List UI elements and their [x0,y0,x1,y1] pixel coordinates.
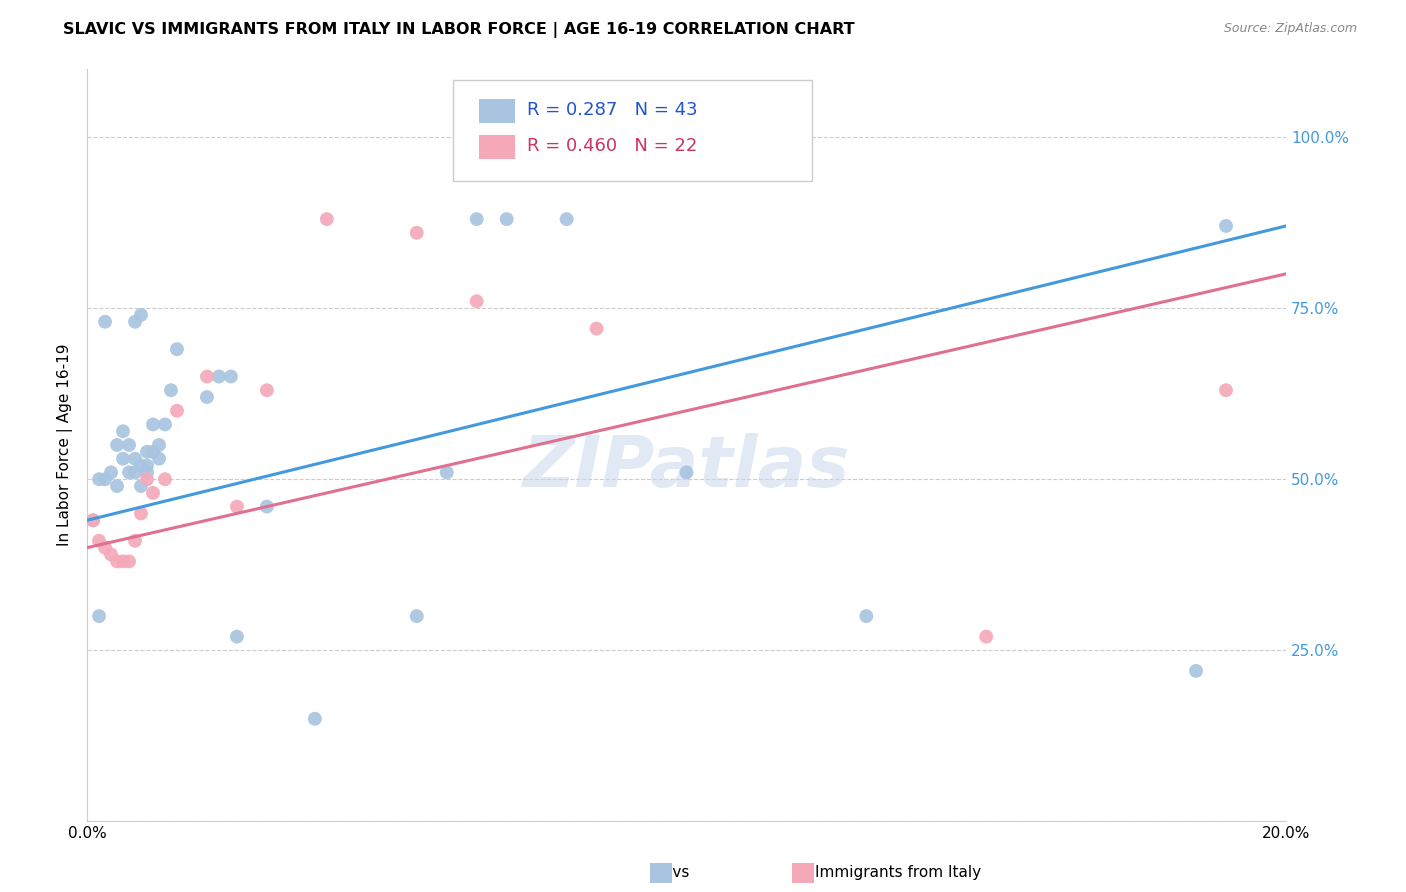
Point [124,533,146,548]
Point [82,513,104,527]
Point [555,212,578,227]
Point [974,630,997,644]
Point [585,321,607,335]
FancyBboxPatch shape [453,79,813,181]
Point [112,451,135,466]
Text: Slavs: Slavs [648,865,689,880]
Point [195,390,218,404]
Point [436,466,458,480]
Text: R = 0.460   N = 22: R = 0.460 N = 22 [527,137,697,155]
Point [112,554,135,568]
Point [124,466,146,480]
Point [136,458,159,473]
Text: R = 0.287   N = 43: R = 0.287 N = 43 [527,101,697,119]
Point [1215,219,1237,233]
Point [153,417,176,432]
Point [129,479,152,493]
Point [160,383,183,397]
FancyBboxPatch shape [479,99,515,123]
Point [129,458,152,473]
Text: Immigrants from Italy: Immigrants from Italy [815,865,981,880]
Point [855,609,877,624]
Point [124,315,146,329]
Point [124,451,146,466]
FancyBboxPatch shape [479,135,515,159]
Point [87,472,110,486]
Point [105,479,128,493]
Point [226,500,249,514]
Point [118,554,141,568]
Point [256,500,278,514]
Point [226,630,249,644]
Point [1215,383,1237,397]
Text: Source: ZipAtlas.com: Source: ZipAtlas.com [1223,22,1357,36]
Point [148,438,170,452]
Point [142,445,165,459]
Point [87,533,110,548]
Point [195,369,218,384]
Text: SLAVIC VS IMMIGRANTS FROM ITALY IN LABOR FORCE | AGE 16-19 CORRELATION CHART: SLAVIC VS IMMIGRANTS FROM ITALY IN LABOR… [63,22,855,38]
Point [208,369,231,384]
Point [166,342,188,356]
Point [87,609,110,624]
Point [136,466,159,480]
Point [148,451,170,466]
Point [94,541,117,555]
Point [105,554,128,568]
Point [166,403,188,417]
Point [405,226,427,240]
Point [675,466,697,480]
Point [100,466,122,480]
Point [94,472,117,486]
Point [94,315,117,329]
Point [465,212,488,227]
Point [129,308,152,322]
Point [100,548,122,562]
Point [118,466,141,480]
Point [112,425,135,439]
Point [129,507,152,521]
Point [105,438,128,452]
Y-axis label: In Labor Force | Age 16-19: In Labor Force | Age 16-19 [58,343,73,546]
Point [142,486,165,500]
Point [304,712,326,726]
Point [465,294,488,309]
Point [1185,664,1208,678]
Point [118,438,141,452]
Point [219,369,242,384]
Point [136,445,159,459]
Text: ZIPatlas: ZIPatlas [523,434,851,502]
Point [136,472,159,486]
Point [405,609,427,624]
Point [256,383,278,397]
Point [495,212,517,227]
Point [142,417,165,432]
Point [153,472,176,486]
Point [82,513,104,527]
Point [315,212,337,227]
